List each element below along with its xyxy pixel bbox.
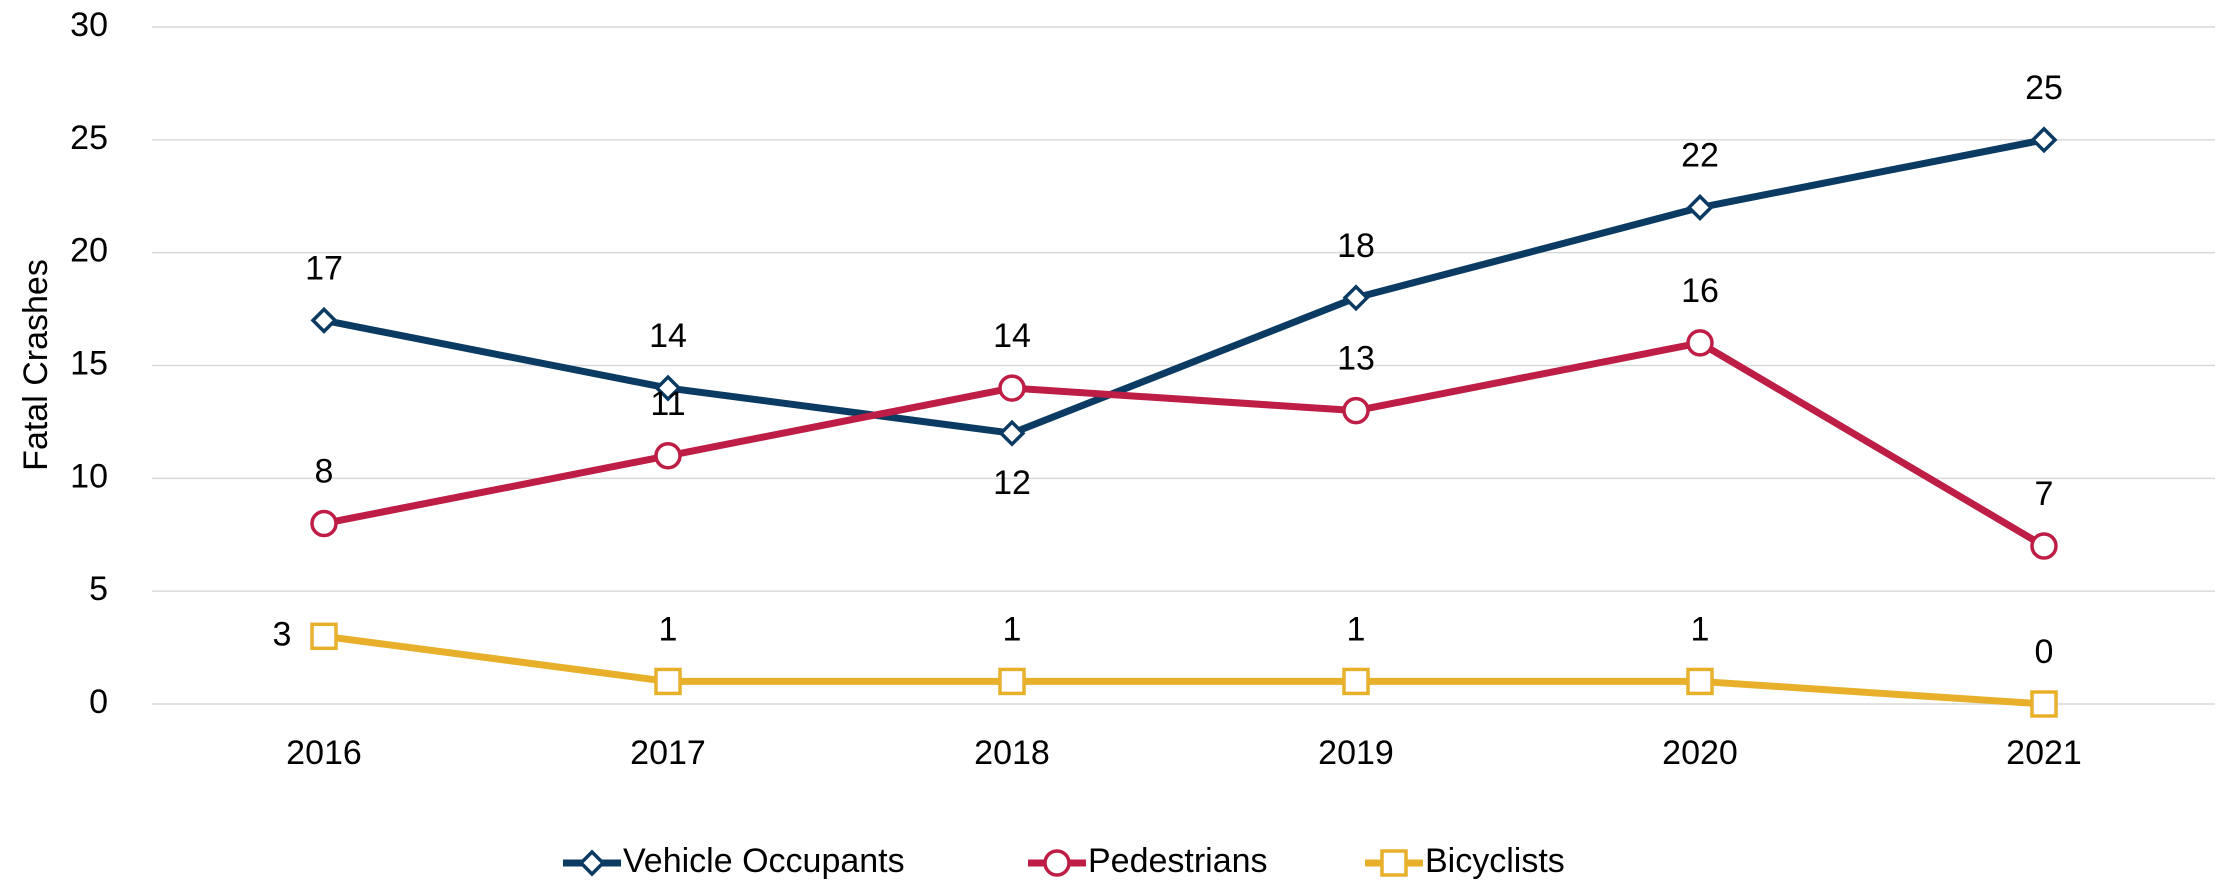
y-tick-label: 25 — [70, 119, 108, 157]
y-tick-label: 10 — [70, 457, 108, 495]
x-tick-label: 2017 — [630, 734, 706, 772]
data-label: 25 — [2025, 69, 2063, 107]
marker — [998, 374, 1026, 402]
data-label: 14 — [649, 317, 687, 355]
x-tick-label: 2021 — [2006, 734, 2082, 772]
data-label: 1 — [1003, 610, 1022, 648]
marker — [1686, 194, 1714, 222]
marker — [2030, 532, 2058, 560]
marker — [2030, 126, 2058, 154]
marker — [654, 374, 682, 402]
marker — [1380, 849, 1408, 877]
y-axis-title: Fatal Crashes — [17, 259, 55, 471]
y-tick-label: 20 — [70, 232, 108, 270]
y-tick-label: 30 — [70, 6, 108, 44]
data-label: 7 — [2035, 475, 2054, 513]
marker — [998, 419, 1026, 447]
x-tick-label: 2019 — [1318, 734, 1394, 772]
marker — [998, 667, 1026, 696]
y-tick-label: 0 — [89, 683, 108, 721]
series-line — [323, 339, 2046, 550]
marker — [1342, 667, 1370, 696]
data-label: 16 — [1681, 272, 1719, 310]
marker — [654, 442, 682, 470]
data-label: 11 — [650, 385, 685, 423]
data-label: 13 — [1337, 340, 1375, 378]
data-label: 18 — [1337, 227, 1375, 265]
marker — [310, 306, 338, 334]
marker — [1686, 329, 1714, 357]
legend-label: Bicyclists — [1425, 842, 1565, 880]
marker — [310, 509, 338, 538]
legend-label: Pedestrians — [1088, 842, 1268, 880]
data-label: 1 — [1691, 610, 1710, 648]
y-tick-label: 15 — [70, 344, 108, 382]
marker — [1043, 849, 1071, 877]
series-line — [323, 136, 2045, 437]
series-line — [323, 632, 2045, 708]
legend-label: Vehicle Occupants — [623, 842, 905, 880]
x-tick-label: 2018 — [974, 734, 1050, 772]
data-label: 8 — [315, 452, 334, 490]
y-tick-label: 5 — [89, 570, 108, 608]
legend-item: Pedestrians — [1028, 842, 1268, 880]
marker — [1342, 396, 1370, 425]
data-label: 12 — [993, 464, 1031, 502]
data-label: 0 — [2035, 633, 2054, 671]
data-label: 22 — [1681, 137, 1719, 175]
data-label: 1 — [659, 610, 678, 648]
x-tick-label: 2020 — [1662, 734, 1738, 772]
marker — [654, 667, 682, 696]
legend-item: Bicyclists — [1365, 842, 1565, 880]
marker — [1686, 667, 1714, 696]
marker — [1342, 284, 1370, 312]
marker — [2030, 690, 2058, 718]
data-label: 1 — [1347, 610, 1366, 648]
x-tick-label: 2016 — [286, 734, 362, 772]
marker — [578, 849, 606, 877]
marker — [310, 622, 338, 651]
data-label: 14 — [993, 317, 1031, 355]
legend-item: Vehicle Occupants — [563, 842, 905, 880]
data-label: 17 — [305, 249, 343, 287]
data-label: 3 — [273, 615, 292, 653]
